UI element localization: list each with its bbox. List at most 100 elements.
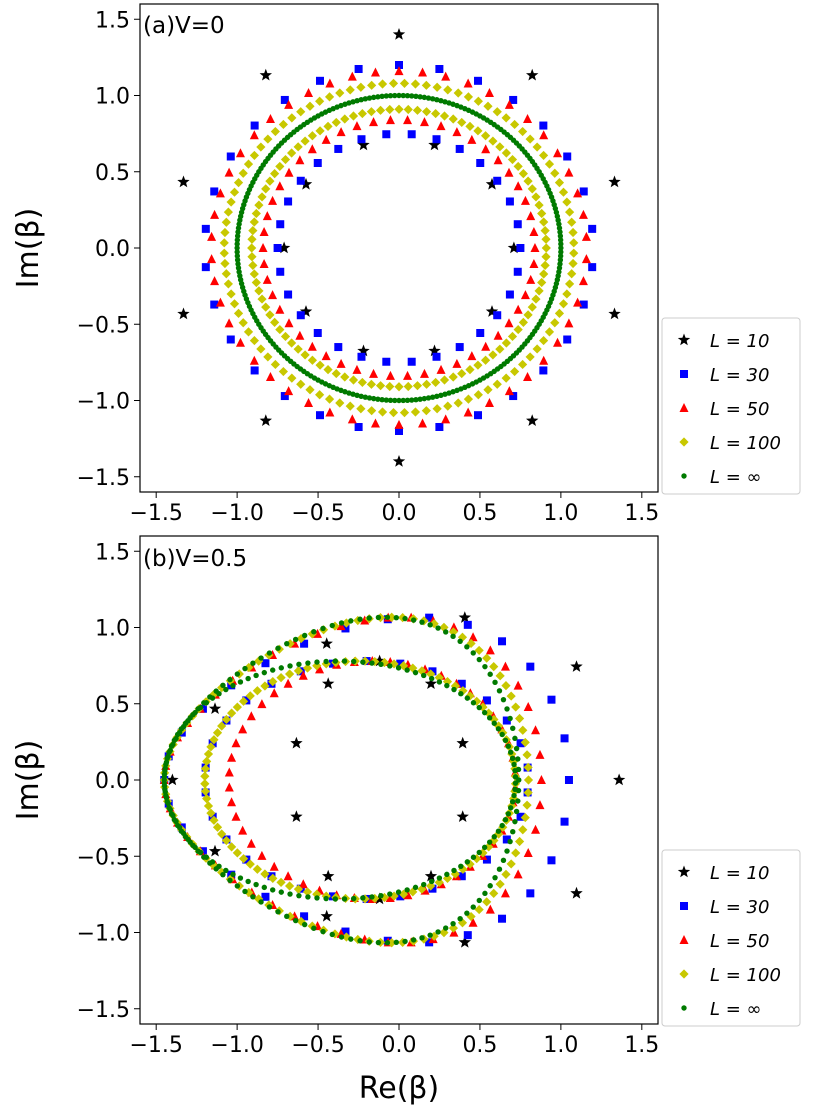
x-axis-title: Re(β) [359, 1071, 440, 1106]
data-point [436, 364, 446, 374]
data-point [243, 159, 254, 169]
data-point [275, 324, 285, 335]
data-point [345, 401, 355, 411]
data-point [270, 169, 280, 179]
data-point [348, 375, 359, 385]
data-point [292, 636, 299, 643]
data-point [408, 887, 418, 897]
data-point [387, 663, 393, 669]
data-point [562, 289, 572, 299]
data-point [174, 731, 181, 738]
data-point [330, 384, 336, 391]
series-2 [207, 66, 591, 429]
ticks-b: −1.5 −1.0 −0.5 0.0 0.5 1.0 1.5 1.5 1.0 0.5 0.0 −0.5… [77, 540, 660, 1058]
data-point [486, 839, 493, 845]
data-point [360, 659, 366, 665]
data-point [383, 397, 389, 403]
data-point [454, 387, 460, 394]
data-point [532, 328, 538, 334]
x-tick-label: 0.5 [462, 501, 497, 526]
data-point [235, 229, 241, 235]
data-point [491, 368, 497, 375]
legend-marker [681, 473, 687, 479]
data-point [281, 353, 288, 359]
data-point [495, 828, 502, 834]
data-point [451, 867, 457, 874]
data-point [498, 126, 504, 133]
data-point [523, 762, 533, 772]
legend-label: L = 50 [710, 399, 769, 420]
data-point [581, 254, 591, 264]
data-point [448, 372, 458, 382]
data-point [321, 134, 331, 144]
data-point [457, 918, 468, 928]
data-point [523, 775, 534, 785]
data-point [357, 344, 370, 357]
data-point [613, 773, 626, 786]
data-point [265, 155, 271, 162]
data-point [370, 94, 377, 101]
data-point [224, 318, 234, 328]
data-point [523, 176, 533, 186]
data-point [394, 419, 404, 429]
data-point [412, 105, 423, 115]
data-point [162, 786, 168, 793]
data-point [552, 205, 559, 212]
data-point [464, 910, 470, 916]
data-point [277, 241, 291, 254]
data-point [278, 366, 288, 377]
data-point [511, 761, 517, 768]
data-point [478, 848, 488, 858]
data-point [560, 734, 569, 743]
data-point [511, 792, 517, 799]
legend-marker [679, 969, 689, 979]
data-point [321, 351, 331, 361]
data-point [192, 709, 198, 716]
data-point [504, 386, 514, 396]
data-point [473, 360, 483, 370]
data-point [456, 736, 469, 749]
data-point [239, 205, 246, 212]
data-point [509, 392, 518, 401]
data-point [273, 244, 282, 252]
data-point [457, 117, 467, 128]
data-point [588, 263, 597, 272]
data-point [201, 263, 210, 272]
data-point [403, 115, 413, 125]
data-point [537, 208, 547, 219]
data-point [296, 176, 305, 185]
data-point [522, 800, 532, 810]
data-point [220, 871, 226, 878]
data-point [210, 187, 219, 196]
data-point [248, 307, 254, 313]
data-point [553, 337, 563, 347]
data-point [410, 79, 421, 89]
data-point [408, 663, 418, 673]
data-point [578, 209, 588, 219]
data-point [510, 366, 520, 377]
data-point [224, 782, 234, 792]
data-point [358, 393, 364, 399]
data-point [268, 873, 278, 883]
data-point [492, 874, 498, 881]
data-point [513, 869, 523, 879]
data-point [307, 131, 318, 141]
data-point [425, 95, 432, 101]
series-1 [201, 61, 597, 435]
data-point [512, 735, 518, 742]
data-point [469, 109, 476, 115]
legend-label: L = 100 [710, 433, 781, 454]
data-point [465, 365, 475, 375]
data-point [464, 644, 470, 650]
data-point [473, 390, 483, 400]
data-point [250, 660, 256, 666]
data-point [210, 209, 220, 219]
data-point [379, 657, 390, 668]
data-point [242, 198, 248, 204]
data-point [301, 632, 308, 639]
legend-label: L = 100 [710, 965, 781, 986]
data-point [356, 404, 366, 414]
data-point [457, 368, 467, 379]
data-point [434, 97, 440, 103]
data-point [375, 94, 381, 100]
